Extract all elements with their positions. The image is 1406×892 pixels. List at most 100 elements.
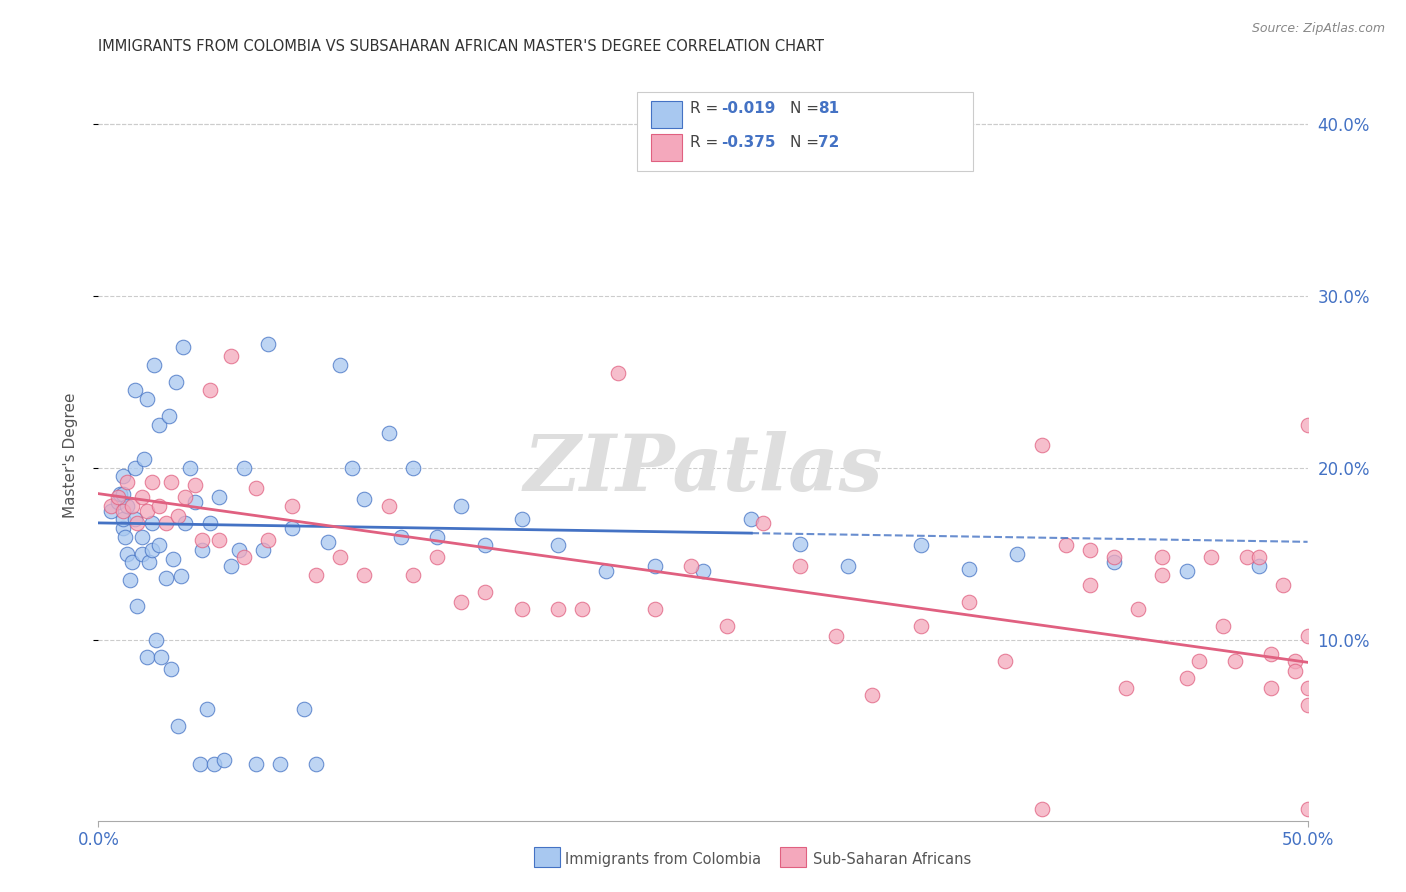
- Point: [1102, 556, 1125, 570]
- Point: [1272, 578, 1295, 592]
- Point: [292, 702, 315, 716]
- Point: [188, 756, 211, 771]
- Point: [474, 584, 496, 599]
- Point: [111, 486, 134, 500]
- Text: Immigrants from Colombia: Immigrants from Colombia: [565, 853, 761, 867]
- Point: [191, 533, 214, 548]
- Point: [107, 495, 129, 509]
- Point: [157, 409, 180, 424]
- Point: [124, 384, 146, 398]
- Point: [221, 349, 243, 363]
- Point: [474, 538, 496, 552]
- Point: [148, 538, 170, 552]
- Text: Source: ZipAtlas.com: Source: ZipAtlas.com: [1251, 22, 1385, 36]
- Point: [141, 543, 163, 558]
- Point: [450, 595, 472, 609]
- Point: [131, 547, 153, 561]
- Point: [426, 550, 449, 565]
- Point: [740, 512, 762, 526]
- Point: [145, 632, 167, 647]
- Point: [716, 619, 738, 633]
- Point: [195, 702, 218, 716]
- Point: [1007, 547, 1029, 561]
- Text: IMMIGRANTS FROM COLOMBIA VS SUBSAHARAN AFRICAN MASTER'S DEGREE CORRELATION CHART: IMMIGRANTS FROM COLOMBIA VS SUBSAHARAN A…: [98, 38, 824, 54]
- Point: [148, 417, 170, 432]
- Point: [679, 558, 702, 573]
- Point: [117, 499, 139, 513]
- Point: [155, 516, 177, 530]
- Point: [825, 630, 848, 644]
- Point: [191, 543, 214, 558]
- Point: [402, 567, 425, 582]
- Point: [1031, 801, 1053, 815]
- Point: [402, 460, 425, 475]
- Point: [135, 392, 157, 406]
- Point: [316, 534, 339, 549]
- Point: [124, 512, 146, 526]
- Point: [198, 516, 221, 530]
- Point: [789, 536, 811, 550]
- Point: [252, 543, 274, 558]
- Point: [389, 530, 412, 544]
- Text: N =: N =: [790, 136, 824, 150]
- Point: [1260, 647, 1282, 661]
- Point: [256, 533, 278, 548]
- Point: [305, 567, 328, 582]
- Point: [571, 602, 593, 616]
- Y-axis label: Master's Degree: Master's Degree: [63, 392, 77, 517]
- Point: [1128, 602, 1150, 616]
- Point: [141, 516, 163, 530]
- Point: [165, 375, 187, 389]
- Point: [1152, 567, 1174, 582]
- Point: [150, 650, 173, 665]
- Point: [100, 504, 122, 518]
- Point: [135, 650, 157, 665]
- Point: [1115, 681, 1137, 695]
- Point: [117, 547, 139, 561]
- Point: [121, 499, 143, 513]
- Point: [860, 688, 883, 702]
- Point: [131, 490, 153, 504]
- Point: [1249, 558, 1271, 573]
- Point: [269, 756, 291, 771]
- Point: [305, 756, 328, 771]
- Point: [111, 469, 134, 483]
- Point: [547, 538, 569, 552]
- Point: [752, 516, 775, 530]
- Point: [607, 366, 630, 380]
- Point: [1296, 681, 1319, 695]
- Point: [1188, 654, 1211, 668]
- Point: [342, 460, 364, 475]
- Point: [232, 460, 254, 475]
- Point: [160, 662, 183, 676]
- Point: [1284, 654, 1306, 668]
- Point: [1296, 698, 1319, 713]
- Point: [256, 337, 278, 351]
- Text: N =: N =: [790, 102, 824, 116]
- Point: [1223, 654, 1246, 668]
- Point: [644, 558, 666, 573]
- Point: [100, 499, 122, 513]
- Point: [910, 538, 932, 552]
- Point: [169, 569, 191, 583]
- Point: [117, 475, 139, 489]
- Point: [1031, 438, 1053, 452]
- Point: [595, 564, 617, 578]
- Point: [143, 358, 166, 372]
- Text: 72: 72: [818, 136, 839, 150]
- Point: [228, 543, 250, 558]
- Point: [232, 550, 254, 565]
- Point: [1078, 543, 1101, 558]
- Point: [111, 504, 134, 518]
- Point: [111, 521, 134, 535]
- Point: [1296, 630, 1319, 644]
- Point: [118, 573, 141, 587]
- Point: [212, 753, 235, 767]
- Point: [167, 719, 190, 733]
- Point: [179, 460, 201, 475]
- Point: [353, 567, 375, 582]
- Point: [160, 475, 183, 489]
- Point: [245, 482, 267, 496]
- Point: [329, 358, 352, 372]
- Point: [789, 558, 811, 573]
